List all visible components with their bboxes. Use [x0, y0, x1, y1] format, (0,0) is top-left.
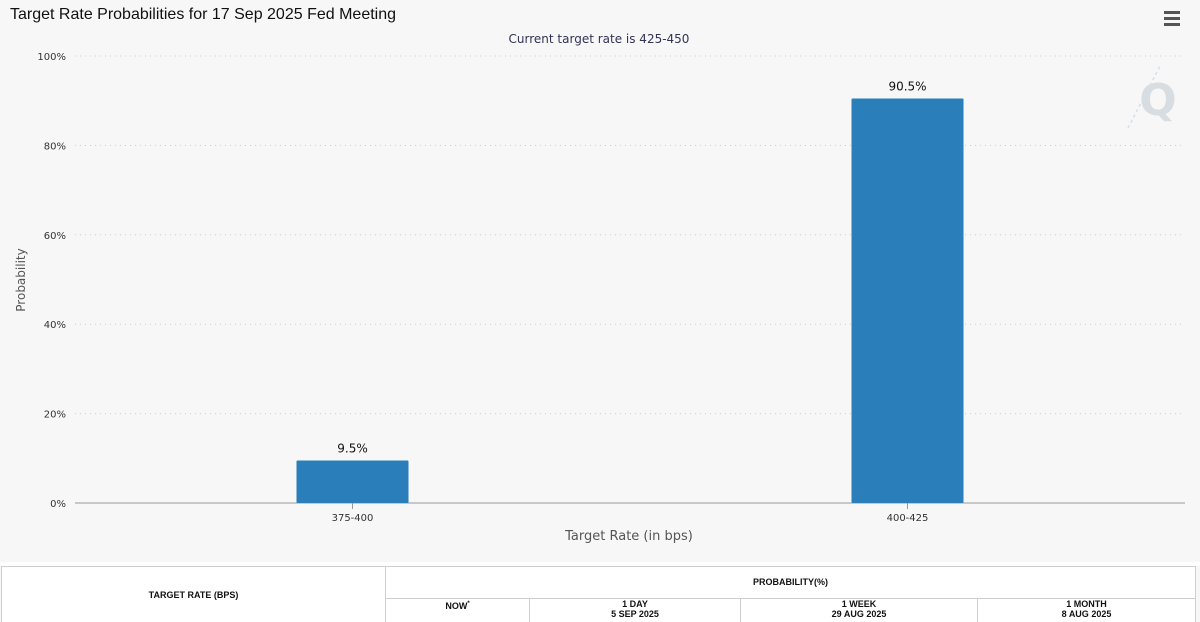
col-label: 1 WEEK — [841, 598, 877, 609]
x-tick-label: 400-425 — [887, 513, 929, 524]
y-axis-label: Probability — [14, 248, 28, 311]
y-tick-label: 0% — [50, 499, 66, 510]
x-axis-ticks: 375-400 400-425 — [332, 503, 929, 524]
y-axis-ticks: 0% 20% 40% 60% 80% 100% — [37, 52, 66, 510]
y-tick-label: 80% — [44, 141, 66, 152]
y-tick-label: 40% — [44, 320, 66, 331]
y-tick-label: 100% — [37, 52, 66, 63]
watermark-logo-icon: Q — [1127, 65, 1177, 129]
hamburger-menu-icon[interactable] — [1164, 11, 1184, 27]
y-tick-label: 60% — [44, 231, 66, 242]
col-header-1-month[interactable]: 1 MONTH 8 AUG 2025 — [977, 597, 1196, 622]
probability-table: TARGET RATE (BPS) PROBABILITY(%) NOW* 1 … — [1, 566, 1196, 622]
x-tick-label: 375-400 — [332, 513, 374, 524]
bar-375-400 — [296, 460, 409, 503]
data-label: 90.5% — [888, 79, 926, 93]
col-header-1-week[interactable]: 1 WEEK 29 AUG 2025 — [740, 597, 978, 622]
grid-lines — [75, 55, 1185, 415]
bar-chart: Current target rate is 425-450 Q 0% 20% 40… — [14, 32, 1185, 544]
chart-subtitle: Current target rate is 425-450 — [509, 32, 690, 46]
col-label: 1 MONTH — [1066, 598, 1107, 609]
y-tick-label: 20% — [44, 410, 66, 421]
probability-table-container: TARGET RATE (BPS) PROBABILITY(%) NOW* 1 … — [0, 566, 1200, 622]
chart-panel: Target Rate Probabilities for 17 Sep 202… — [10, 6, 1185, 544]
x-axis-label: Target Rate (in bps) — [564, 529, 693, 544]
col-label: 1 DAY — [622, 598, 648, 609]
col-date: 8 AUG 2025 — [1061, 608, 1112, 619]
col-date: 5 SEP 2025 — [611, 608, 659, 619]
footnote-marker: * — [467, 600, 470, 607]
data-label: 9.5% — [337, 442, 368, 456]
col-label: NOW — [445, 600, 468, 611]
bars: 9.5% 90.5% — [296, 79, 964, 503]
target-rate-header: TARGET RATE (BPS) — [1, 566, 386, 622]
probability-header: PROBABILITY(%) — [385, 566, 1196, 599]
col-date: 29 AUG 2025 — [831, 608, 887, 619]
bar-400-425 — [851, 98, 964, 503]
col-header-1-day[interactable]: 1 DAY 5 SEP 2025 — [529, 597, 741, 622]
svg-text:Q: Q — [1139, 75, 1176, 126]
col-header-now[interactable]: NOW* — [385, 597, 530, 622]
chart-title: Target Rate Probabilities for 17 Sep 202… — [10, 6, 397, 23]
